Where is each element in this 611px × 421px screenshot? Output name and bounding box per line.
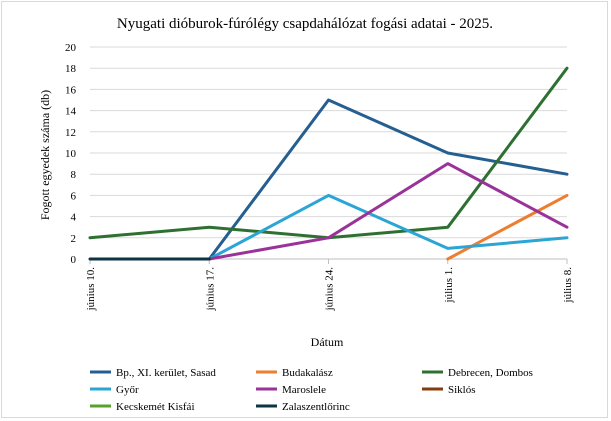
y-tick-label: 6: [71, 190, 77, 202]
series-line: [207, 193, 569, 261]
legend-label: Budakalász: [282, 367, 333, 379]
legend-label: Debrecen, Dombos: [448, 367, 533, 379]
y-tick-label: 4: [71, 212, 77, 224]
x-tick-label: június 24.: [324, 267, 336, 312]
x-tick-label: június 10.: [85, 267, 97, 312]
legend-item: Debrecen, Dombos: [422, 367, 533, 379]
legend-label: Győr: [116, 384, 139, 396]
legend-item: Győr: [90, 384, 139, 396]
y-tick-label: 16: [65, 84, 77, 96]
legend-label: Bp., XI. kerület, Sasad: [116, 367, 216, 379]
legend-item: Budakalász: [256, 367, 333, 379]
series-line: [446, 193, 569, 261]
x-tick-label: július 8.: [562, 267, 574, 304]
legend-label: Maroslele: [282, 384, 326, 396]
series-line: [207, 98, 569, 261]
chart-title: Nyugati dióburok-fúrólégy csapdahálózat …: [117, 16, 493, 32]
y-tick-label: 0: [71, 254, 77, 266]
legend-item: Zalaszentlőrinc: [256, 401, 350, 413]
y-axis-label: Fogott egyedek száma (db): [38, 90, 52, 220]
legend-label: Siklós: [448, 384, 476, 396]
gridlines: [90, 46, 567, 260]
x-tick-label: július 1.: [443, 267, 455, 304]
y-tick-label: 14: [65, 106, 77, 118]
legend-label: Zalaszentlőrinc: [282, 401, 350, 413]
legend-item: Bp., XI. kerület, Sasad: [90, 367, 216, 379]
y-tick-label: 12: [65, 127, 76, 139]
y-tick-label: 8: [71, 169, 77, 181]
y-tick-labels: 0 2 4 6 8 10 12 14 16 18 20: [65, 42, 77, 266]
legend-label: Kecskemét Kisfái: [116, 401, 195, 413]
x-tick-label: június 17.: [204, 267, 216, 312]
y-tick-label: 20: [65, 42, 77, 54]
y-tick-label: 2: [71, 233, 77, 245]
x-axis-label: Dátum: [311, 335, 344, 349]
y-tick-label: 18: [65, 63, 77, 75]
series-line: [207, 162, 569, 261]
x-tick-labels: június 10. június 17. június 24. július 1. j…: [85, 267, 574, 312]
legend-item: Kecskemét Kisfái: [90, 401, 195, 413]
y-tick-label: 10: [65, 148, 77, 160]
legend: Bp., XI. kerület, Sasad Budakalász Debrece…: [90, 367, 533, 413]
series-lines: [88, 66, 569, 261]
legend-item: Siklós: [422, 384, 476, 396]
legend-item: Maroslele: [256, 384, 326, 396]
